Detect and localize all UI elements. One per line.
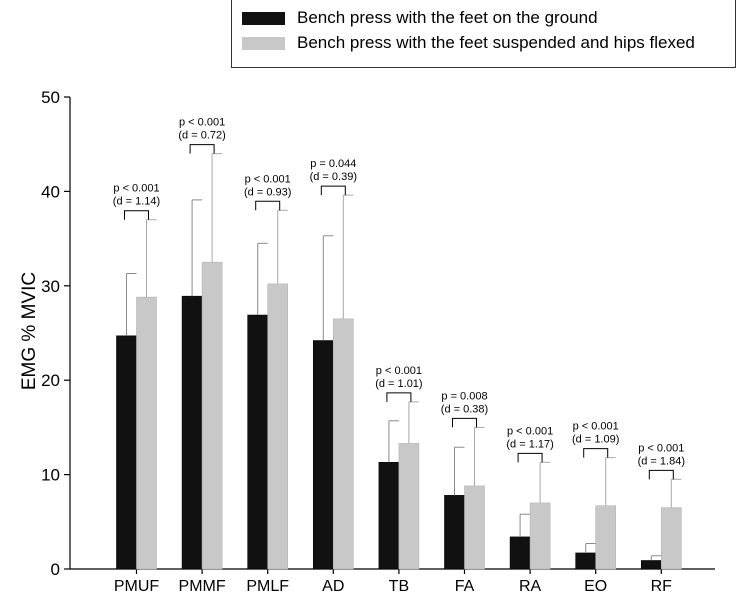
y-tick-label: 50 <box>41 88 60 107</box>
bar-ground <box>247 314 268 570</box>
significance-bracket <box>124 210 149 220</box>
bar-suspended <box>660 507 682 570</box>
x-tick-label: RF <box>651 578 673 594</box>
p-value-label: p < 0.001 <box>245 173 291 185</box>
y-tick-label: 10 <box>41 466 60 485</box>
p-value-label: p < 0.001 <box>179 117 225 129</box>
bar-suspended <box>398 443 420 570</box>
significance-bracket <box>320 185 346 196</box>
x-tick-label: PMUF <box>114 578 160 594</box>
bar-ground <box>444 495 465 570</box>
y-axis-label: EMG % MVIC <box>19 271 40 391</box>
x-tick-label: RA <box>519 578 542 594</box>
effect-size-label: (d = 0.39) <box>310 171 357 183</box>
p-value-label: p < 0.001 <box>376 365 422 377</box>
p-value-label: p < 0.001 <box>507 425 553 437</box>
legend-swatch-ground <box>242 11 285 25</box>
bar-suspended <box>267 283 289 570</box>
legend-swatch-suspended <box>242 36 285 50</box>
y-tick-label: 0 <box>51 560 60 579</box>
p-value-label: p < 0.001 <box>638 442 684 454</box>
bar-ground <box>509 536 531 570</box>
legend-label-suspended: Bench press with the feet suspended and … <box>297 33 695 52</box>
x-tick-label: FA <box>455 578 475 594</box>
legend: Bench press with the feet on the ground … <box>231 0 736 68</box>
y-tick-label: 40 <box>41 182 60 201</box>
legend-item-suspended: Bench press with the feet suspended and … <box>242 33 695 53</box>
bar-ground <box>312 340 334 570</box>
bar-suspended <box>136 296 157 570</box>
effect-size-label: (d = 1.14) <box>113 196 160 208</box>
effect-size-label: (d = 1.01) <box>375 378 422 390</box>
significance-bracket <box>583 448 609 458</box>
x-tick-label: PMLF <box>246 578 289 594</box>
effect-size-label: (d = 1.17) <box>506 438 553 450</box>
bar-suspended <box>595 505 617 570</box>
bar-suspended <box>332 318 354 570</box>
bar-ground <box>640 560 662 570</box>
p-value-label: p < 0.001 <box>573 421 619 433</box>
p-value-label: p < 0.001 <box>113 183 159 195</box>
legend-label-ground: Bench press with the feet on the ground <box>297 8 598 27</box>
x-tick-label: EO <box>584 578 607 594</box>
y-tick-label: 30 <box>41 277 60 296</box>
legend-item-ground: Bench press with the feet on the ground <box>242 8 598 28</box>
y-tick-label: 20 <box>41 371 60 390</box>
effect-size-label: (d = 1.09) <box>572 434 619 446</box>
x-tick-label: AD <box>322 578 344 594</box>
bar-ground <box>378 462 400 570</box>
significance-bracket <box>386 392 412 402</box>
x-tick-label: TB <box>389 578 409 594</box>
significance-bracket <box>255 200 281 211</box>
p-value-label: p = 0.044 <box>310 158 356 170</box>
bar-suspended <box>201 261 223 570</box>
p-value-label: p = 0.008 <box>441 390 487 402</box>
significance-bracket <box>189 144 215 154</box>
bar-suspended <box>529 502 551 570</box>
effect-size-label: (d = 0.72) <box>178 130 225 142</box>
x-tick-label: PMMF <box>179 578 226 594</box>
significance-bracket <box>648 469 674 480</box>
bar-ground <box>116 335 137 570</box>
bar-ground <box>575 552 597 570</box>
significance-bracket <box>517 452 543 463</box>
bar-suspended <box>464 485 485 570</box>
significance-bracket <box>452 417 477 428</box>
bar-ground <box>181 295 203 570</box>
effect-size-label: (d = 0.93) <box>244 186 291 198</box>
effect-size-label: (d = 1.84) <box>638 455 685 467</box>
effect-size-label: (d = 0.38) <box>441 403 488 415</box>
